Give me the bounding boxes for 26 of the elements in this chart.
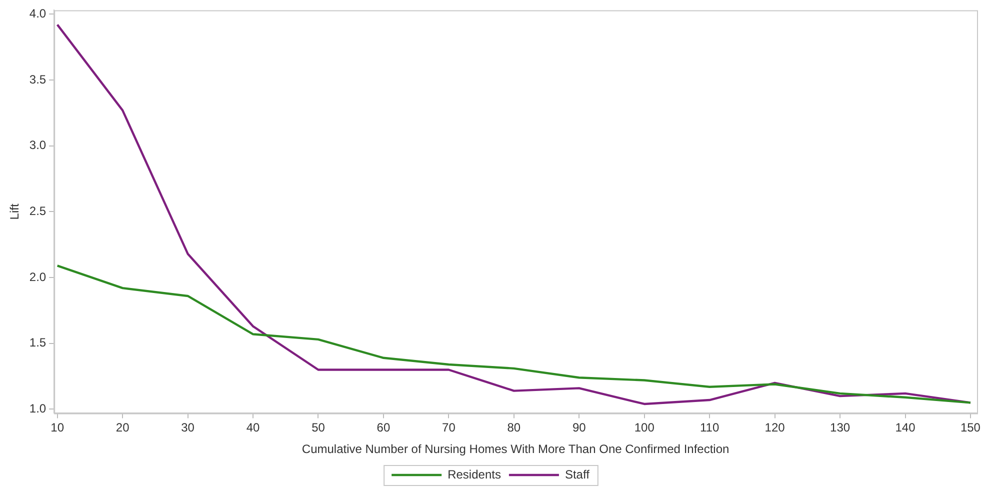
y-tick-label: 2.5 bbox=[29, 204, 46, 218]
x-tick-label: 140 bbox=[895, 420, 916, 435]
x-tick-label: 40 bbox=[246, 420, 260, 435]
x-axis-title: Cumulative Number of Nursing Homes With More Than One Confirmed Infection bbox=[302, 442, 730, 456]
x-tick-label: 80 bbox=[507, 420, 521, 435]
y-tick-label: 3.5 bbox=[29, 72, 46, 86]
x-tick-label: 110 bbox=[700, 420, 720, 435]
legend-label: Staff bbox=[564, 467, 590, 482]
x-tick-label: 120 bbox=[764, 420, 786, 435]
x-tick-label: 90 bbox=[572, 420, 586, 435]
y-axis-title: Lift bbox=[8, 203, 22, 220]
y-tick-label: 3.0 bbox=[29, 138, 46, 152]
y-tick-label: 1.0 bbox=[29, 402, 46, 416]
x-tick-label: 30 bbox=[181, 420, 195, 435]
y-tick-label: 1.5 bbox=[29, 336, 46, 350]
x-tick-label: 50 bbox=[312, 420, 326, 435]
y-tick-label: 4.0 bbox=[29, 6, 46, 20]
x-tick-label: 70 bbox=[442, 420, 456, 435]
x-tick-label: 150 bbox=[960, 420, 981, 435]
x-tick-label: 100 bbox=[634, 420, 655, 435]
x-tick-label: 130 bbox=[830, 420, 850, 435]
x-tick-label: 60 bbox=[376, 420, 390, 435]
y-tick-label: 2.0 bbox=[29, 270, 46, 284]
x-tick-label: 20 bbox=[116, 420, 130, 435]
x-tick-label: 10 bbox=[50, 420, 64, 435]
legend-label: Residents bbox=[448, 467, 501, 482]
